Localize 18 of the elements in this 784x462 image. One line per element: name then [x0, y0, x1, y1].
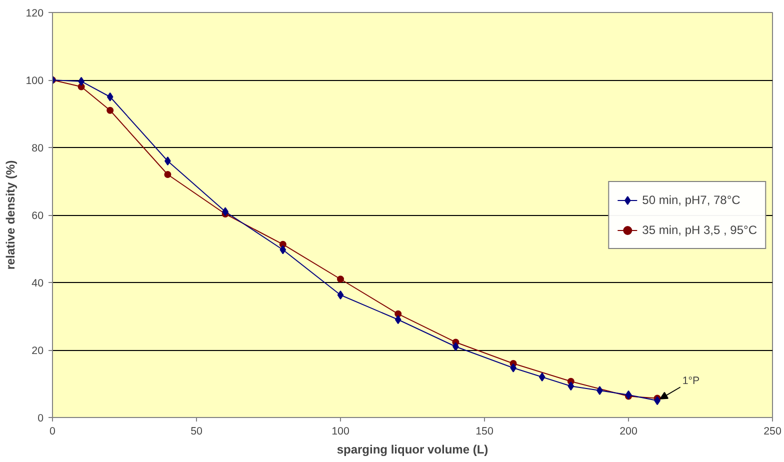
legend-label: 35 min, pH 3,5 , 95°C [642, 222, 757, 236]
x-tick-label: 200 [620, 426, 638, 438]
y-tick-label: 80 [32, 142, 44, 154]
y-tick-label: 40 [32, 278, 44, 290]
x-tick-label: 250 [764, 426, 782, 438]
y-tick-label: 0 [38, 412, 44, 424]
x-tick-label: 150 [476, 426, 494, 438]
y-tick-label: 60 [32, 210, 44, 222]
x-tick-label: 100 [332, 426, 350, 438]
x-tick-label: 50 [190, 426, 202, 438]
y-tick-label: 20 [32, 345, 44, 357]
legend-label: 50 min, pH7, 78°C [642, 192, 740, 206]
x-tick-label: 0 [50, 426, 56, 438]
y-tick-label: 100 [26, 75, 44, 87]
y-tick-label: 120 [26, 8, 44, 20]
annotation: 1°P [682, 375, 700, 388]
y-axis-title: relative density (%) [4, 160, 18, 270]
x-axis-title: sparging liquor volume (L) [336, 442, 488, 456]
